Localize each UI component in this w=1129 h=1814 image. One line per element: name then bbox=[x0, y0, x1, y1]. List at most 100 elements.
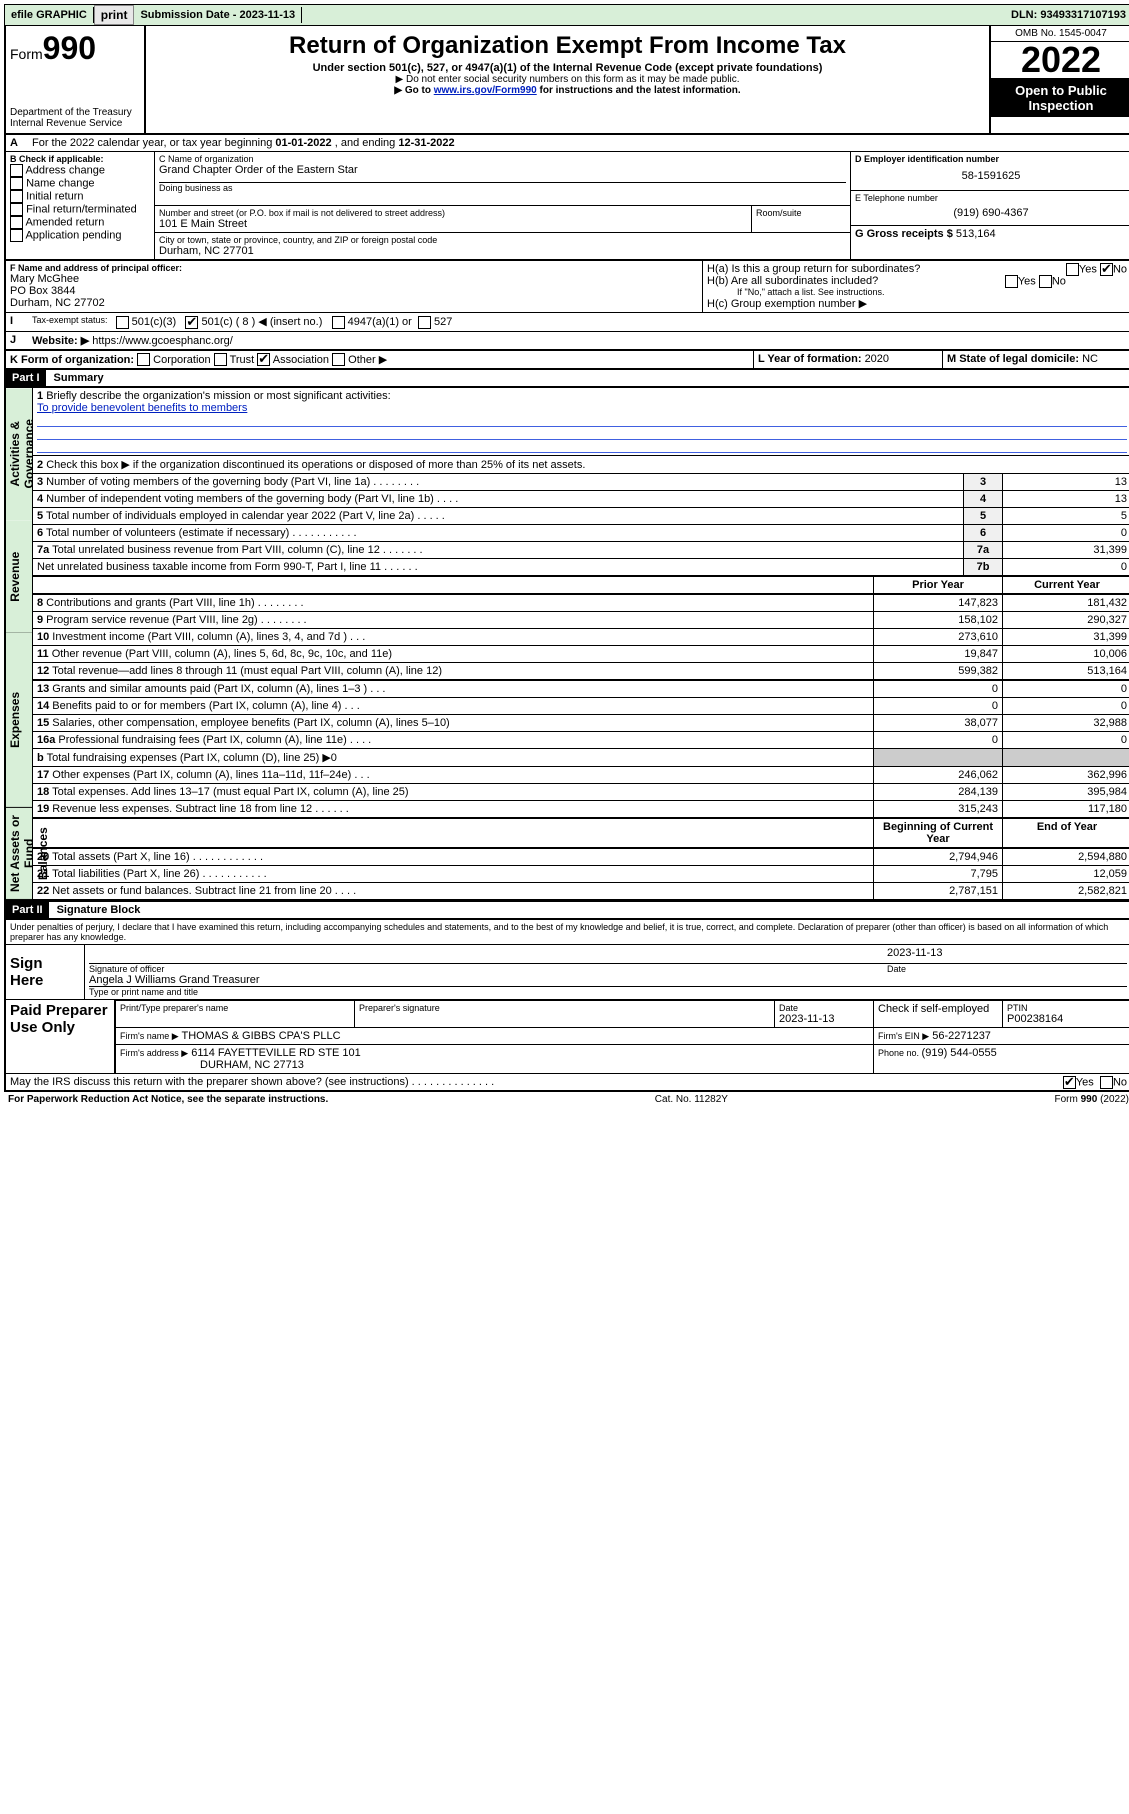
checkbox-addr[interactable] bbox=[10, 164, 23, 177]
l-val: 2020 bbox=[865, 353, 889, 365]
q2-row: 2 Check this box ▶ if the organization d… bbox=[33, 455, 1129, 473]
line-m: M State of legal domicile: NC bbox=[942, 351, 1129, 369]
table-row: 21 Total liabilities (Part X, line 26) .… bbox=[33, 866, 1129, 883]
i-o1: 501(c)(3) bbox=[132, 316, 177, 328]
p-date-cell: Date2023-11-13 bbox=[775, 1001, 874, 1028]
e-label: E Telephone number bbox=[855, 193, 1127, 203]
firm-name-cell: Firm's name ▶ THOMAS & GIBBS CPA'S PLLC bbox=[116, 1028, 874, 1045]
form-subtitle: Under section 501(c), 527, or 4947(a)(1)… bbox=[154, 62, 981, 74]
hdr-boy: Beginning of Current Year bbox=[874, 819, 1003, 848]
print-button[interactable]: print bbox=[94, 5, 135, 25]
b-opt-2: Initial return bbox=[10, 190, 150, 203]
hb-yes-cb[interactable] bbox=[1005, 275, 1018, 288]
header-right: OMB No. 1545-0047 2022 Open to Public In… bbox=[989, 26, 1129, 133]
c-name-label: C Name of organization bbox=[159, 154, 846, 164]
q1-answer[interactable]: To provide benevolent benefits to member… bbox=[37, 402, 247, 414]
side-net: Net Assets or Fund Balances bbox=[6, 808, 32, 900]
room-label: Room/suite bbox=[756, 208, 846, 218]
hc-label: H(c) Group exemption number ▶ bbox=[707, 297, 1127, 310]
table-row: 16a Professional fundraising fees (Part … bbox=[33, 732, 1129, 749]
cb-assoc[interactable] bbox=[257, 353, 270, 366]
i-o2: 501(c) ( 8 ) ◀ (insert no.) bbox=[201, 316, 322, 328]
m-val: NC bbox=[1082, 353, 1098, 365]
gov-table: 3 Number of voting members of the govern… bbox=[33, 473, 1129, 576]
ha-no-cb[interactable] bbox=[1100, 263, 1113, 276]
c-street-row: Number and street (or P.O. box if mail i… bbox=[155, 206, 850, 233]
cb-501c3[interactable] bbox=[116, 316, 129, 329]
firm-addr2: DURHAM, NC 27713 bbox=[120, 1059, 304, 1071]
checkbox-name[interactable] bbox=[10, 177, 23, 190]
table-row: 15 Salaries, other compensation, employe… bbox=[33, 715, 1129, 732]
l-label: L Year of formation: bbox=[758, 353, 865, 365]
firm-ein-cell: Firm's EIN ▶ 56-2271237 bbox=[874, 1028, 1129, 1045]
city-label: City or town, state or province, country… bbox=[159, 235, 846, 245]
part-i-title: Summary bbox=[46, 370, 112, 386]
hdr-curr: Current Year bbox=[1003, 577, 1129, 594]
part-ii-title: Signature Block bbox=[49, 902, 149, 918]
table-row: 9 Program service revenue (Part VIII, li… bbox=[33, 612, 1129, 629]
phone-val: (919) 690-4367 bbox=[855, 203, 1127, 223]
paid-preparer-row: Paid Preparer Use Only Print/Type prepar… bbox=[6, 1000, 1129, 1074]
officer-name: Mary McGhee bbox=[10, 273, 698, 285]
label-a: A bbox=[6, 135, 28, 151]
cb-501c[interactable] bbox=[185, 316, 198, 329]
cb-527[interactable] bbox=[418, 316, 431, 329]
cb-4947[interactable] bbox=[332, 316, 345, 329]
table-row: 12 Total revenue—add lines 8 through 11 … bbox=[33, 663, 1129, 680]
perjury-text: Under penalties of perjury, I declare th… bbox=[6, 920, 1129, 945]
summary-block: Activities & Governance Revenue Expenses… bbox=[4, 388, 1129, 902]
discuss-yes-cb[interactable] bbox=[1063, 1076, 1076, 1089]
note-post: for instructions and the latest informat… bbox=[540, 85, 741, 96]
table-row: 4 Number of independent voting members o… bbox=[33, 491, 1129, 508]
officer-sig: Signature of officer bbox=[89, 947, 887, 974]
cb-other[interactable] bbox=[332, 353, 345, 366]
ein-val: 58-1591625 bbox=[855, 164, 1127, 188]
f-h-row: F Name and address of principal officer:… bbox=[4, 261, 1129, 313]
ha-yes-cb[interactable] bbox=[1066, 263, 1079, 276]
ha-yes: Yes bbox=[1079, 263, 1097, 275]
k-other: Other ▶ bbox=[348, 354, 387, 366]
city-val: Durham, NC 27701 bbox=[159, 245, 846, 257]
h-b: H(b) Are all subordinates included? Yes … bbox=[707, 275, 1127, 287]
c-street: Number and street (or P.O. box if mail i… bbox=[155, 206, 752, 232]
box-f: F Name and address of principal officer:… bbox=[6, 261, 703, 312]
firm-phone: (919) 544-0555 bbox=[922, 1047, 997, 1059]
k-trust: Trust bbox=[230, 354, 255, 366]
hb-no-cb[interactable] bbox=[1039, 275, 1052, 288]
table-row: 3 Number of voting members of the govern… bbox=[33, 474, 1129, 491]
phone-label: Phone no. bbox=[878, 1048, 922, 1058]
header-block: B Check if applicable: Address change Na… bbox=[4, 152, 1129, 261]
line-i: I Tax-exempt status: 501(c)(3) 501(c) ( … bbox=[4, 313, 1129, 332]
inspect-2: Inspection bbox=[993, 98, 1129, 113]
checkbox-amended[interactable] bbox=[10, 216, 23, 229]
cb-corp[interactable] bbox=[137, 353, 150, 366]
footer-year: 2022 bbox=[1103, 1094, 1125, 1105]
q1-row: 1 Briefly describe the organization's mi… bbox=[33, 388, 1129, 455]
checkbox-initial[interactable] bbox=[10, 190, 23, 203]
checkbox-pending[interactable] bbox=[10, 229, 23, 242]
irs-link[interactable]: www.irs.gov/Form990 bbox=[434, 85, 537, 96]
f-label: F Name and address of principal officer: bbox=[10, 263, 698, 273]
summary-content: 1 Briefly describe the organization's mi… bbox=[32, 388, 1129, 900]
q1-label: Briefly describe the organization's miss… bbox=[46, 390, 390, 402]
officer-printed-name: Angela J Williams Grand Treasurer bbox=[89, 974, 1127, 987]
ptin-val: P00238164 bbox=[1007, 1013, 1127, 1025]
table-row: 22 Net assets or fund balances. Subtract… bbox=[33, 883, 1129, 900]
b-opt-5: Application pending bbox=[10, 229, 150, 242]
table-row: 19 Revenue less expenses. Subtract line … bbox=[33, 801, 1129, 818]
box-b: B Check if applicable: Address change Na… bbox=[6, 152, 155, 259]
footer: For Paperwork Reduction Act Notice, see … bbox=[4, 1092, 1129, 1107]
note-pre: ▶ Go to bbox=[394, 85, 433, 96]
table-row: 6 Total number of volunteers (estimate i… bbox=[33, 525, 1129, 542]
header-mid: Return of Organization Exempt From Incom… bbox=[146, 26, 989, 133]
box-d: D Employer identification number 58-1591… bbox=[851, 152, 1129, 191]
b-opt-addr: Address change bbox=[25, 164, 105, 176]
submission-date: Submission Date - 2023-11-13 bbox=[134, 7, 302, 23]
d-label: D Employer identification number bbox=[855, 154, 1127, 164]
checkbox-final[interactable] bbox=[10, 203, 23, 216]
part-i-tag: Part I bbox=[6, 370, 46, 386]
cb-trust[interactable] bbox=[214, 353, 227, 366]
discuss-no-cb[interactable] bbox=[1100, 1076, 1113, 1089]
table-row: 5 Total number of individuals employed i… bbox=[33, 508, 1129, 525]
i-label: Tax-exempt status: bbox=[28, 313, 112, 331]
